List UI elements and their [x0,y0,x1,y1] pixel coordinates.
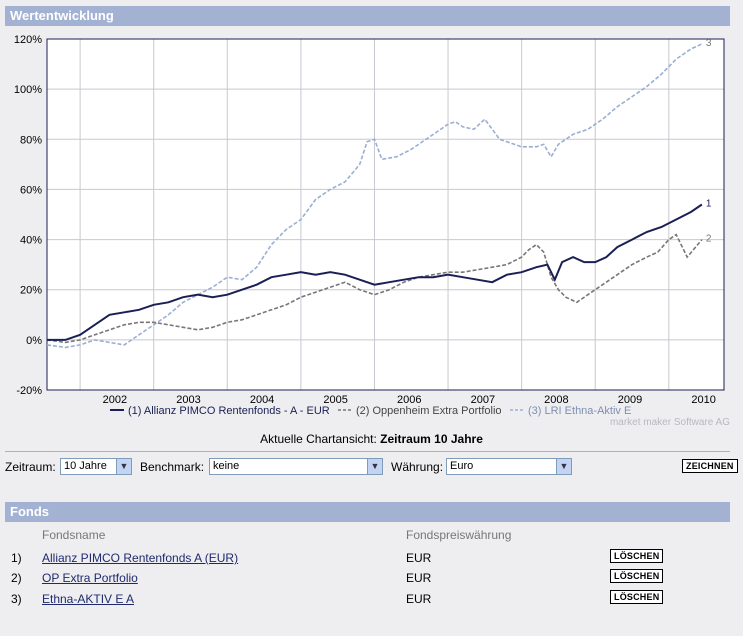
x-axis-ticks: 2002 2003 2004 2005 2006 2007 2008 2009 2010 [103,394,716,406]
waehrung-label: Währung: [391,460,444,474]
series-end-label: 2 [706,234,712,245]
x-tick-label: 2010 [691,394,715,406]
row-number: 1) [11,551,22,565]
chevron-down-icon[interactable]: ▼ [367,459,382,474]
waehrung-select[interactable]: Euro ▼ [446,458,572,475]
performance-chart: 120%100%80%60%40%20%0%-20% 2002 2003 2004 2… [14,34,730,428]
series-line-2 [46,233,703,344]
section-header-fonds: Fonds [5,502,730,522]
table-row: 1) Allianz PIMCO Rentenfonds A (EUR) EUR… [0,549,743,569]
legend-entry: (2) Oppenheim Extra Portfolio [356,405,502,417]
y-tick-label: 20% [20,285,42,297]
zeitraum-value: 10 Jahre [64,460,107,472]
plot-area [46,38,725,391]
y-tick-label: 0% [26,335,42,347]
y-tick-label: 80% [20,134,42,146]
zeitraum-label: Zeitraum: [5,460,56,474]
row-number: 3) [11,592,22,606]
zeichnen-button[interactable]: ZEICHNEN [682,459,738,473]
x-tick-label: 2003 [176,394,200,406]
series-end-labels: 3 2 1 [706,38,712,245]
y-axis-ticks: 120% 100% 80% 60% 40% 20% 0% -20% [14,34,42,397]
waehrung-value: Euro [450,460,474,472]
caption-value: Zeitraum 10 Jahre [380,432,483,446]
fund-currency: EUR [406,592,432,606]
table-row: 2) OP Extra Portfolio EUR LÖSCHEN [0,569,743,589]
column-header-fondsname: Fondsname [42,528,106,542]
x-tick-label: 2006 [397,394,421,406]
delete-button[interactable]: LÖSCHEN [610,549,664,563]
x-tick-label: 2002 [103,394,127,406]
chart-caption: Aktuelle Chartansicht: Zeitraum 10 Jahre [0,432,743,446]
x-tick-label: 2008 [544,394,568,406]
series-end-label: 3 [706,38,712,49]
x-tick-label: 2005 [323,394,347,406]
column-header-currency: Fondspreiswährung [406,528,512,542]
divider [5,451,730,452]
fund-link[interactable]: Ethna-AKTIV E A [42,592,135,606]
benchmark-select[interactable]: keine ▼ [209,458,383,475]
chart-lines [46,43,703,349]
x-tick-label: 2009 [618,394,642,406]
chart-legend: (1) Allianz PIMCO Rentenfonds - A - EUR (… [110,405,631,417]
table-row: 3) Ethna-AKTIV E A EUR LÖSCHEN [0,590,743,610]
chart-grid [46,38,725,391]
chevron-down-icon[interactable]: ▼ [556,459,571,474]
chart-watermark: market maker Software AG [610,417,730,428]
fund-link[interactable]: Allianz PIMCO Rentenfonds A (EUR) [42,551,239,565]
series-line-1 [47,203,703,341]
benchmark-value: keine [213,460,240,472]
fund-link[interactable]: OP Extra Portfolio [42,571,138,585]
legend-entry: (1) Allianz PIMCO Rentenfonds - A - EUR [128,405,330,417]
y-tick-label: 120% [14,34,42,46]
section-title: Fonds [10,504,49,519]
row-number: 2) [11,571,22,585]
delete-button[interactable]: LÖSCHEN [610,590,664,604]
chevron-down-icon[interactable]: ▼ [116,459,131,474]
series-end-label: 1 [706,198,712,209]
y-tick-label: -20% [16,385,42,397]
section-header-wertentwicklung: Wertentwicklung [5,6,730,26]
section-title: Wertentwicklung [10,8,114,23]
chart-controls: Zeitraum: 10 Jahre ▼ Benchmark: keine ▼ … [5,458,738,478]
zeitraum-select[interactable]: 10 Jahre ▼ [60,458,132,475]
x-tick-label: 2007 [471,394,495,406]
x-tick-label: 2004 [250,394,274,406]
legend-entry: (3) LRI Ethna-Aktiv E [528,405,631,417]
series-line-3 [46,43,703,349]
benchmark-label: Benchmark: [140,460,205,474]
plot-border [46,38,725,391]
y-tick-label: 40% [20,235,42,247]
delete-button[interactable]: LÖSCHEN [610,569,664,583]
y-tick-label: 60% [20,184,42,196]
fund-currency: EUR [406,551,432,565]
y-tick-label: 100% [14,84,42,96]
fund-currency: EUR [406,571,432,585]
caption-prefix: Aktuelle Chartansicht: [260,432,381,446]
